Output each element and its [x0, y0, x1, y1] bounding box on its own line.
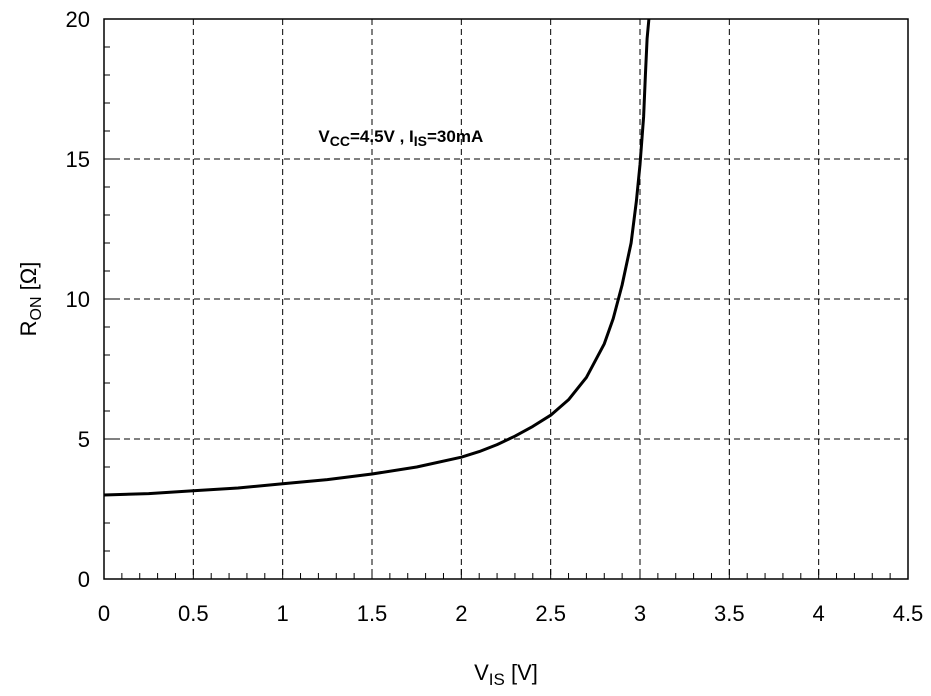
x-tick-label: 3.5: [714, 601, 745, 626]
y-tick-label: 15: [66, 147, 90, 172]
x-tick-label: 4.5: [893, 601, 924, 626]
annotation-part: =4.5V , I: [350, 127, 414, 146]
x-tick-label: 2.5: [535, 601, 566, 626]
x-tick-label: 4: [813, 601, 825, 626]
x-tick-label: 0.5: [178, 601, 209, 626]
y-axis-title: RON [Ω]: [16, 262, 45, 337]
x-tick-labels: 0 0.5 1 1.5 2 2.5 3 3.5 4 4.5: [98, 601, 923, 626]
annotation-part: V: [318, 127, 330, 146]
y-tick-label: 20: [66, 7, 90, 32]
text-main: R: [16, 320, 41, 336]
x-tick-label: 2: [455, 601, 467, 626]
x-tick-label: 1: [277, 601, 289, 626]
x-tick-label: 3: [634, 601, 646, 626]
x-tick-label: 1.5: [357, 601, 388, 626]
text-sub: IS: [489, 670, 505, 689]
text-unit: [Ω]: [16, 262, 41, 297]
y-tick-label: 5: [78, 427, 90, 452]
y-tick-label: 0: [78, 567, 90, 592]
y-tick-label: 10: [66, 287, 90, 312]
x-axis-title: VIS [V]: [474, 660, 538, 689]
y-tick-labels: 0 5 10 15 20: [66, 7, 90, 592]
plot-frame: [103, 18, 909, 580]
x-tick-label: 0: [98, 601, 110, 626]
annotation: VCC=4.5V , IIS=30mA: [318, 127, 483, 149]
annotation-sub: IS: [414, 133, 427, 149]
series-line: [103, 18, 651, 497]
grid: [104, 19, 908, 579]
text-sub: ON: [28, 296, 45, 320]
annotation-sub: CC: [330, 133, 350, 149]
text-main: V: [474, 660, 489, 685]
text-unit: [V]: [505, 660, 538, 685]
annotation-part: =30mA: [427, 127, 483, 146]
